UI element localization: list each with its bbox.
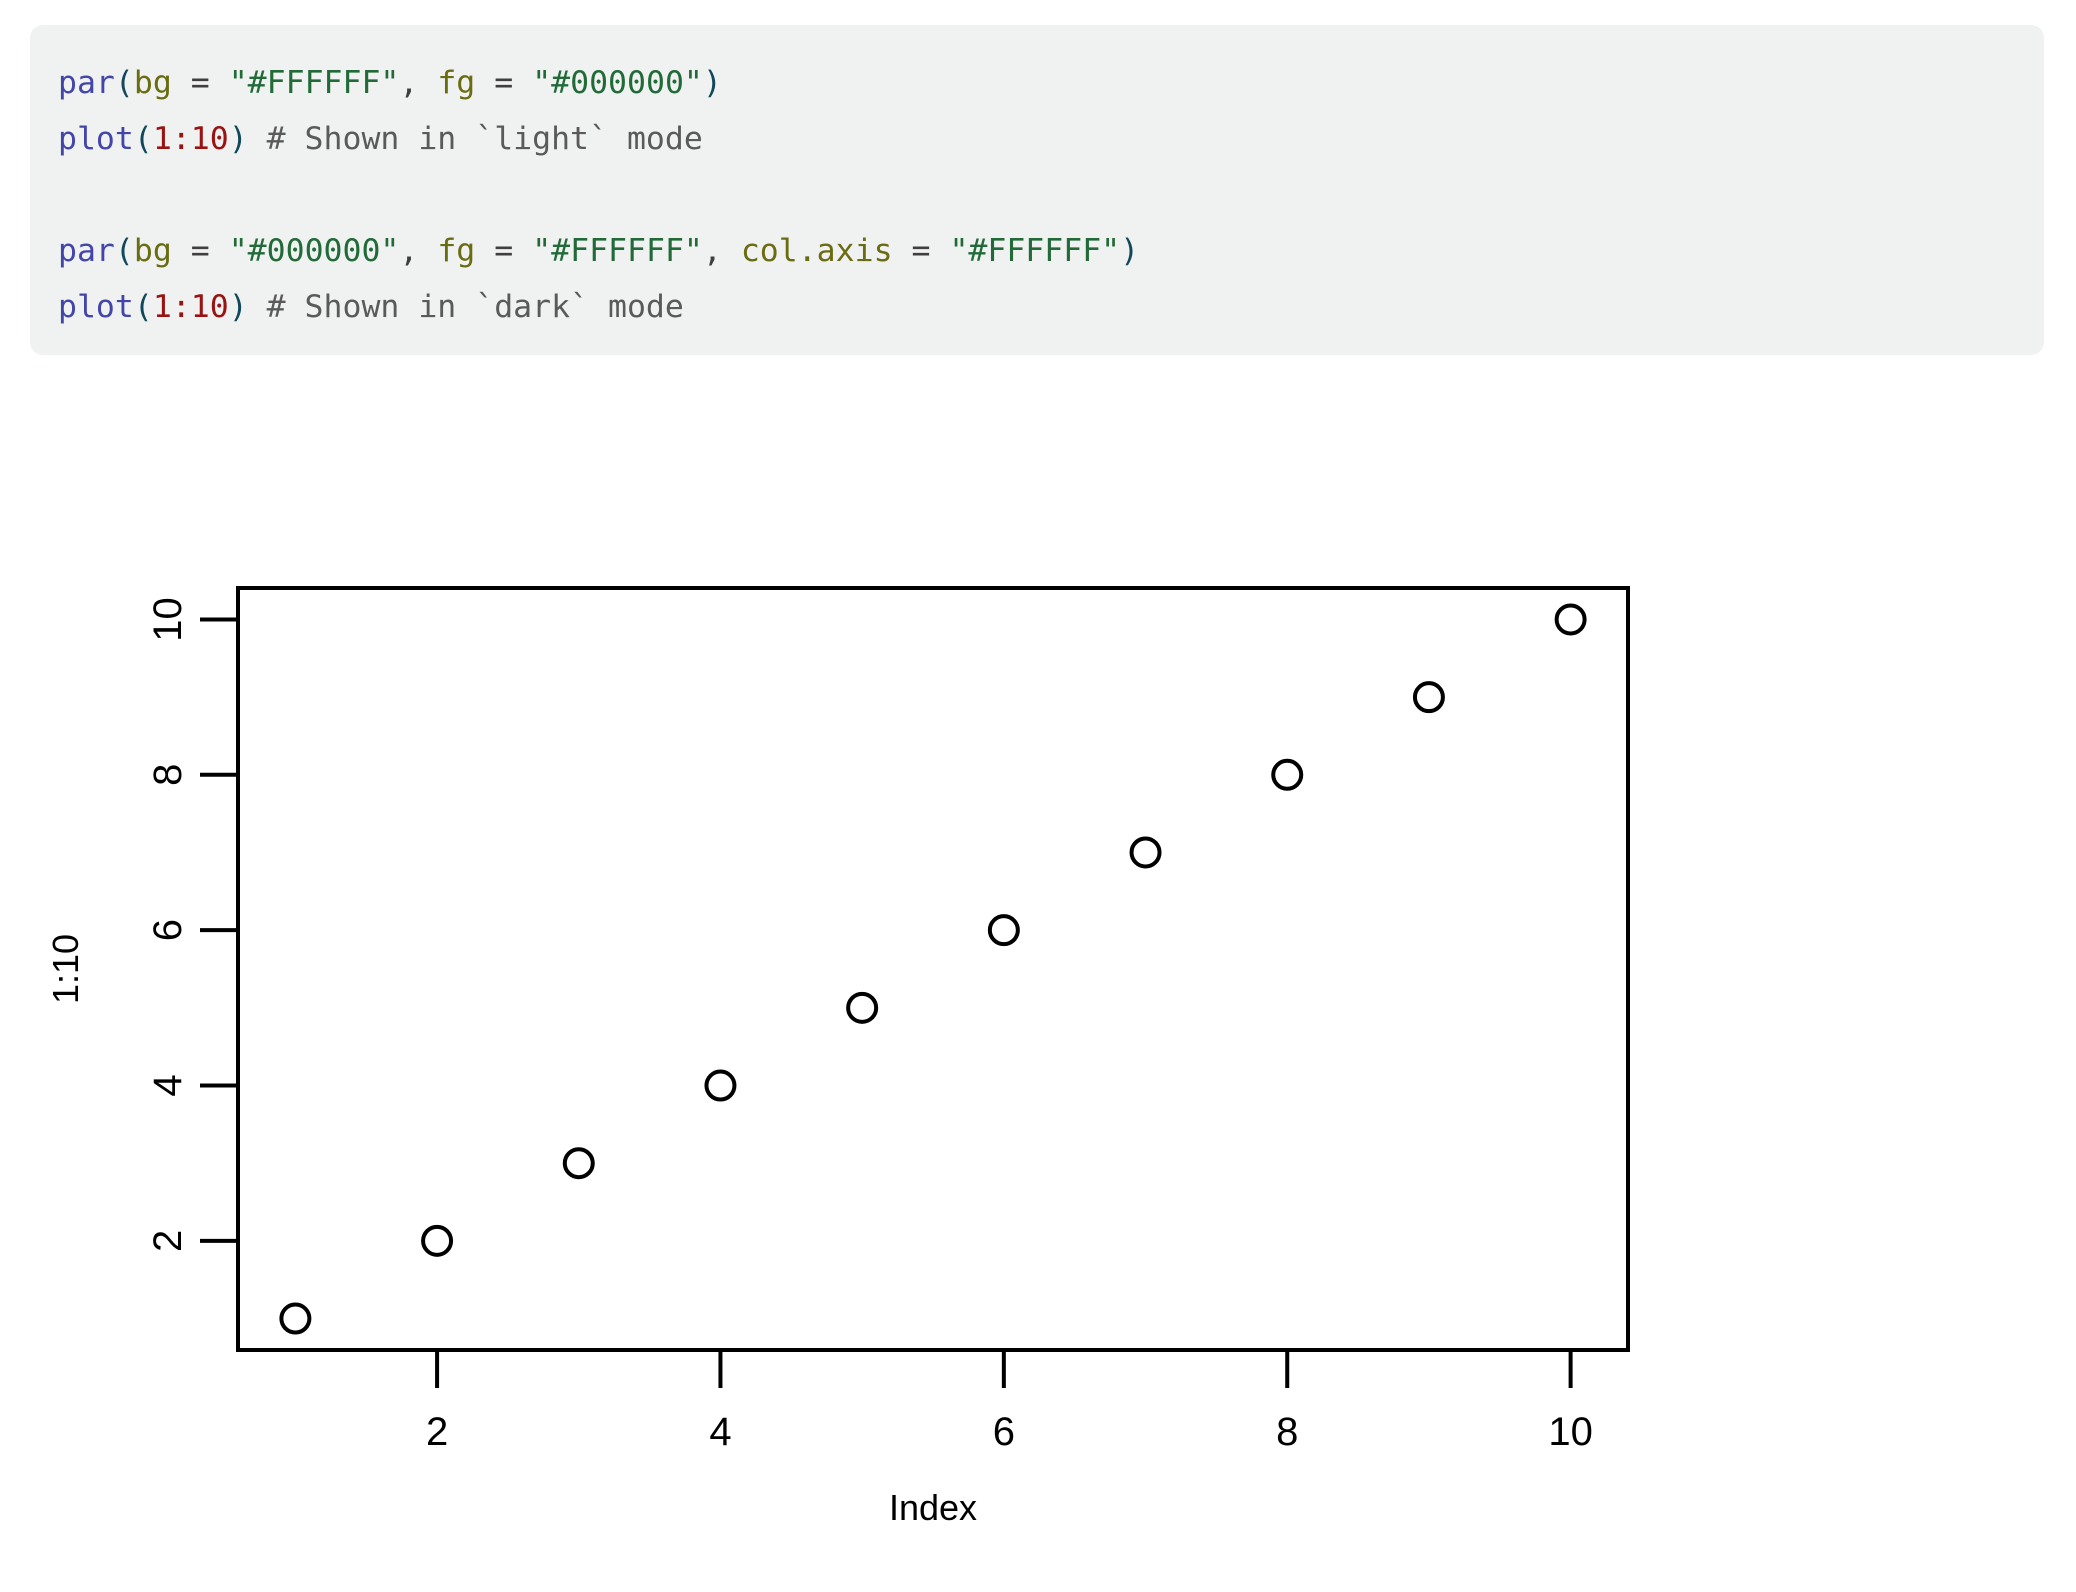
code-token-arg: col.axis: [740, 233, 893, 269]
code-token-paren: (: [133, 289, 153, 325]
data-point-marker: [421, 1224, 454, 1257]
y-axis-tick-labels: 2 4 6 8 10: [146, 597, 190, 1252]
code-token-op: =: [475, 233, 533, 269]
plot-box-frame: [236, 586, 1630, 1352]
code-token-paren: ): [228, 121, 248, 157]
code-token-paren: (: [133, 121, 153, 157]
scatter-plot: 2 4 6 8 10 2 4 6 8 10 1:10 Index: [0, 380, 2076, 1592]
y-tick-label: 8: [146, 764, 190, 786]
data-points: [279, 603, 1587, 1335]
code-line: [58, 167, 2016, 223]
x-axis-ticks: [435, 1350, 1573, 1388]
x-tick-label: 2: [426, 1410, 448, 1454]
data-point-marker: [1412, 681, 1445, 714]
x-tick-label: 8: [1276, 1410, 1298, 1454]
code-token-str: "#FFFFFF": [949, 233, 1121, 269]
y-tick-label: 6: [146, 919, 190, 941]
x-axis-tick-labels: 2 4 6 8 10: [426, 1410, 1593, 1454]
x-tick-label: 10: [1548, 1410, 1593, 1454]
data-point-marker: [1129, 836, 1162, 869]
data-point-marker: [704, 1069, 737, 1102]
code-token-arg: bg: [133, 65, 172, 101]
x-axis-title: Index: [889, 1487, 977, 1528]
code-token-str: "#000000": [228, 233, 400, 269]
code-token-paren: ): [702, 65, 722, 101]
data-point-marker: [846, 991, 879, 1024]
code-token-str: "#FFFFFF": [228, 65, 400, 101]
code-token-fn: plot: [58, 121, 134, 157]
code-token-fn: par: [58, 233, 115, 269]
code-token-arg: fg: [437, 233, 476, 269]
code-token-arg: fg: [437, 65, 476, 101]
x-tick-label: 4: [709, 1410, 731, 1454]
data-point-marker: [987, 914, 1020, 947]
code-token-paren: (: [114, 65, 134, 101]
code-token-op: =: [892, 233, 950, 269]
code-token-paren: (: [114, 233, 134, 269]
y-tick-label: 4: [146, 1074, 190, 1096]
code-token-paren: ): [1120, 233, 1140, 269]
code-line: plot(1:10) # Shown in `dark` mode: [58, 279, 2016, 335]
code-token-paren: ): [228, 289, 248, 325]
code-token-comment: # Shown in `dark` mode: [266, 289, 684, 325]
code-block: par(bg = "#FFFFFF", fg = "#000000") plot…: [30, 25, 2044, 355]
code-token-plain: ,: [399, 233, 438, 269]
code-token-num: 1:10: [152, 289, 229, 325]
code-token-num: 1:10: [152, 121, 229, 157]
y-tick-label: 10: [146, 597, 190, 642]
code-token-str: "#000000": [532, 65, 703, 101]
y-tick-label: 2: [146, 1230, 190, 1252]
y-axis-ticks: [200, 617, 238, 1243]
code-line: par(bg = "#000000", fg = "#FFFFFF", col.…: [58, 223, 2016, 279]
data-point-marker: [562, 1147, 595, 1180]
data-point-marker: [1271, 758, 1304, 791]
code-token-fn: plot: [58, 289, 134, 325]
code-token-plain: [248, 289, 267, 325]
plot-canvas: 2 4 6 8 10 2 4 6 8 10 1:10 Index: [45, 586, 1630, 1528]
y-axis-title: 1:10: [45, 934, 86, 1004]
code-token-comment: # Shown in `light` mode: [266, 121, 703, 157]
x-tick-label: 6: [993, 1410, 1015, 1454]
code-line: par(bg = "#FFFFFF", fg = "#000000"): [58, 55, 2016, 111]
code-token-plain: [248, 121, 267, 157]
code-token-op: =: [475, 65, 533, 101]
data-point-marker: [279, 1302, 312, 1335]
code-token-plain: ,: [399, 65, 438, 101]
code-token-arg: bg: [133, 233, 172, 269]
code-line: plot(1:10) # Shown in `light` mode: [58, 111, 2016, 167]
code-token-str: "#FFFFFF": [532, 233, 703, 269]
code-token-op: =: [171, 233, 229, 269]
code-token-op: =: [171, 65, 229, 101]
data-point-marker: [1554, 603, 1587, 636]
code-token-plain: ,: [702, 233, 741, 269]
code-token-fn: par: [58, 65, 115, 101]
